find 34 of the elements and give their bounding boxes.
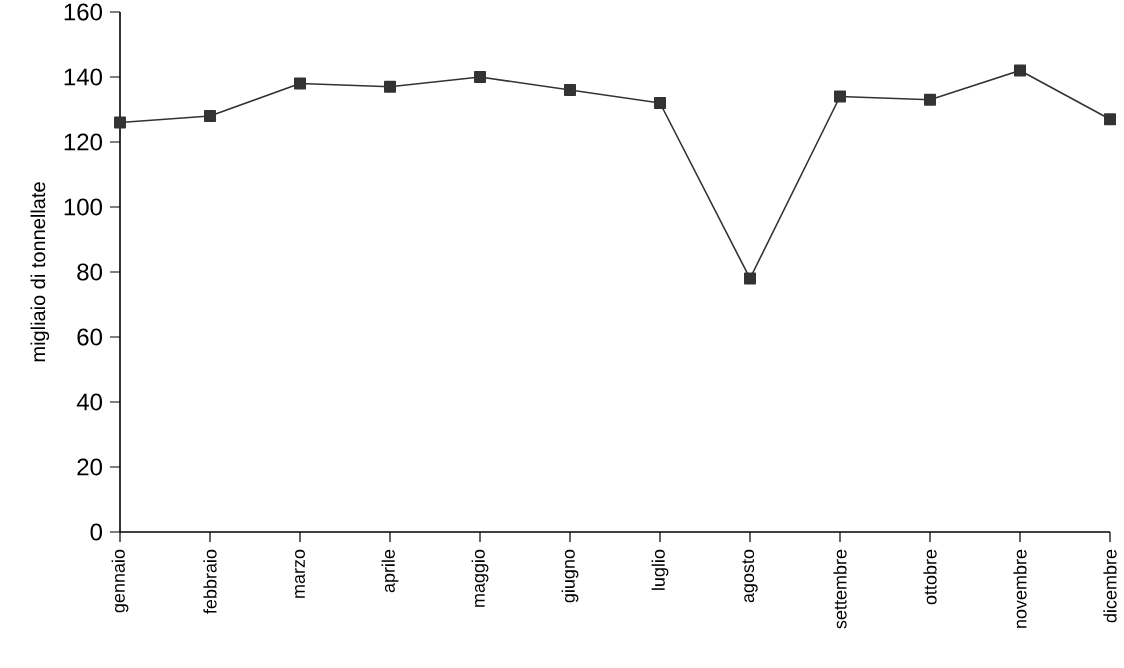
x-tick-label: marzo <box>295 549 305 598</box>
x-tick-label: ottobre <box>923 549 937 605</box>
y-tick-label: 100 <box>64 198 102 216</box>
x-tick-label: luglio <box>651 549 669 590</box>
x-tick-label: agosto <box>742 549 758 603</box>
y-tick-label: 20 <box>77 458 103 476</box>
point <box>1014 64 1027 77</box>
y-tick-label: 40 <box>76 393 103 411</box>
y-axis-title: migliaio di tonnellate <box>30 182 50 362</box>
point <box>384 80 397 93</box>
x-tick-label: maggio <box>471 549 489 607</box>
point <box>294 77 307 90</box>
y-tick-label: 80 <box>77 263 103 281</box>
point <box>744 272 756 285</box>
x-tick-label: aprile <box>381 549 399 593</box>
x-tick-label: dicembre <box>1103 549 1117 623</box>
point <box>1104 113 1116 126</box>
point <box>204 109 217 122</box>
y-tick-label: 120 <box>64 133 102 151</box>
y-tick-label: 60 <box>77 328 103 346</box>
y-tick-label: 140 <box>64 68 102 86</box>
x-tick-label: febbraio <box>203 549 217 614</box>
x-tick-label: novembre <box>1013 549 1027 628</box>
point <box>114 116 127 129</box>
point <box>654 96 666 109</box>
x-tick-label: settembre <box>833 549 847 629</box>
x-tick-label: giugno <box>561 549 579 603</box>
point <box>924 93 937 106</box>
x-tick-label: gennaio <box>111 549 129 613</box>
y-tick-label: 160 <box>64 3 102 21</box>
point <box>564 83 576 96</box>
point <box>834 90 846 103</box>
point <box>474 70 486 83</box>
y-tick-label: 0 <box>90 523 103 541</box>
